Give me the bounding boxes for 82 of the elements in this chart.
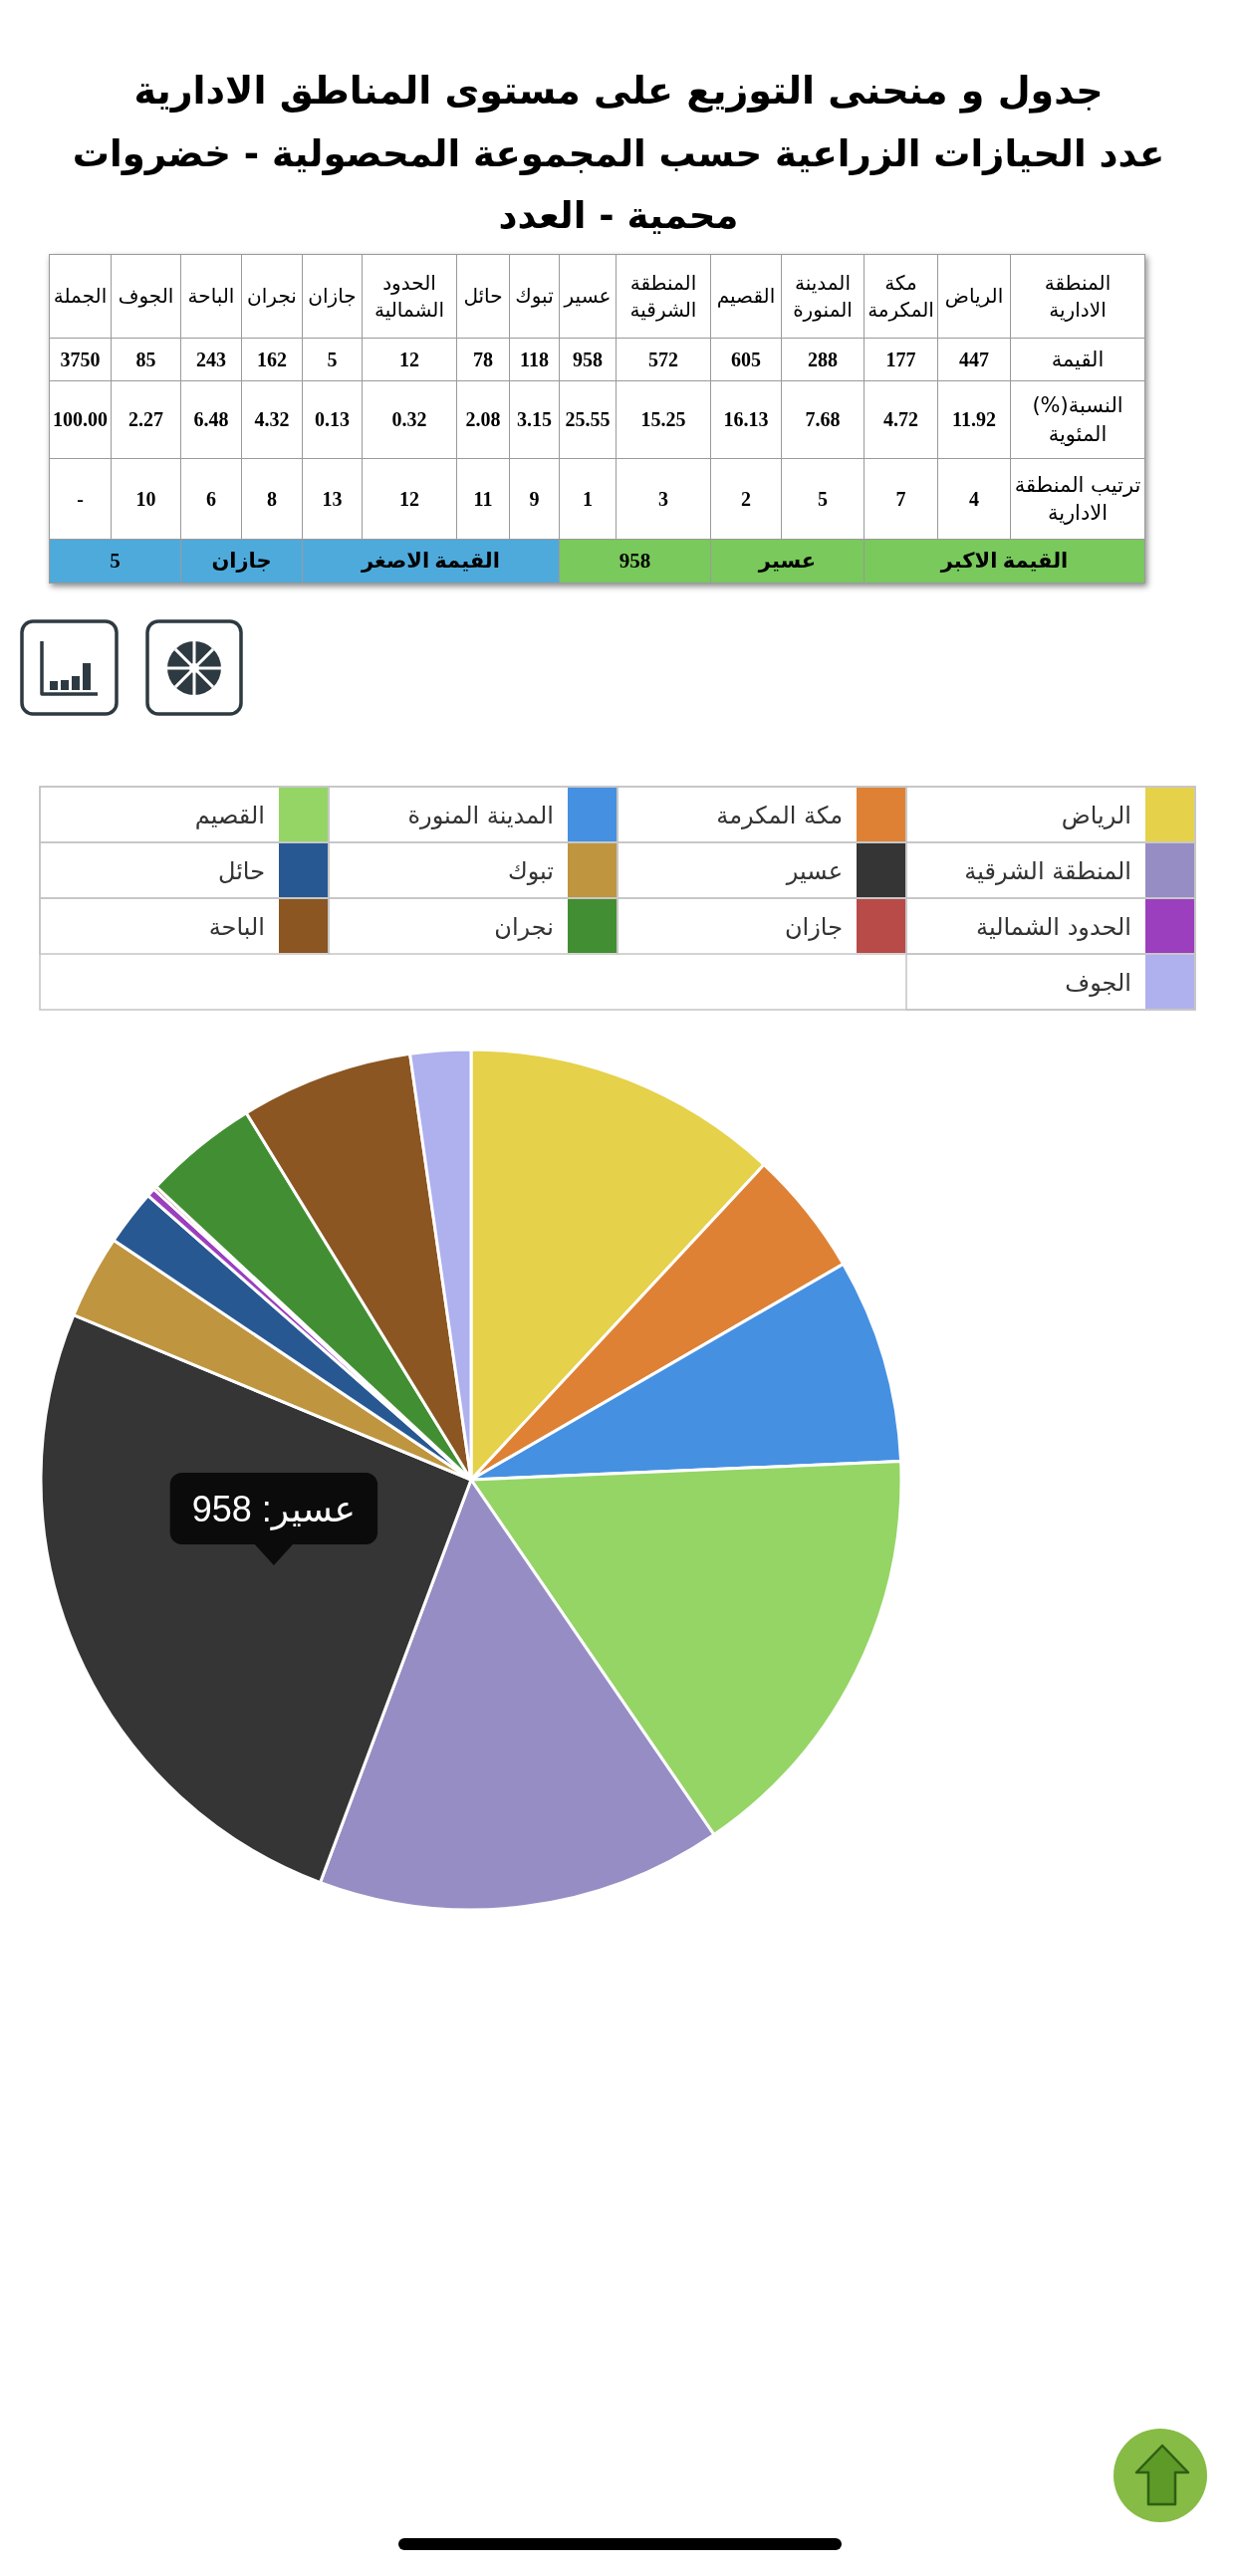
text: 5 (49, 539, 181, 584)
data-label: 162 (241, 338, 303, 381)
text: 958 (559, 539, 711, 584)
category-label: الحدود الشمالية (362, 254, 457, 339)
legend-label: الحدود الشمالية (976, 913, 1131, 941)
legend-label: الباحة (208, 913, 265, 941)
data-label: 10 (111, 458, 181, 540)
category-label: الرياض (937, 254, 1011, 339)
data-label: 3 (616, 458, 711, 540)
data-label: 0.32 (362, 380, 457, 459)
data-label: 243 (180, 338, 242, 381)
text: جدول و منحنى التوزيع على مستوى المناطق الادارية (132, 68, 1105, 116)
data-label: 6 (180, 458, 242, 540)
data-label: 25.55 (559, 380, 617, 459)
category-label: جازان (302, 254, 363, 339)
category-label: الجوف (111, 254, 181, 339)
category-label: عسير (559, 254, 617, 339)
data-label: 12 (362, 458, 457, 540)
category-label: تبوك (509, 254, 560, 339)
data-label: 4 (937, 458, 1011, 540)
data-label: 572 (616, 338, 711, 381)
data-label: 3750 (49, 338, 112, 381)
text: النسبة(%) المئوية (1010, 380, 1145, 459)
data-label: 6.48 (180, 380, 242, 459)
legend-label: مكة المكرمة (716, 802, 843, 829)
data-label: 1 (559, 458, 617, 540)
data-label: 0.13 (302, 380, 363, 459)
data-label: 13 (302, 458, 363, 540)
legend-label: القيمة (1010, 338, 1145, 381)
text: عسير: 958 (191, 1489, 357, 1530)
data-label: 288 (781, 338, 865, 381)
data-label: 5 (302, 338, 363, 381)
legend-label: المنطقة الشرقية (964, 857, 1131, 885)
data-label: 7 (864, 458, 938, 540)
category-label: المدينة المنورة (781, 254, 865, 339)
legend-label: تبوك (507, 857, 554, 885)
data-label: 12 (362, 338, 457, 381)
text: القيمة الاصغر (302, 539, 560, 584)
legend-label: جازان (784, 913, 843, 941)
category-label: الجملة (49, 254, 112, 339)
data-label: 8 (241, 458, 303, 540)
data-label: 2.27 (111, 380, 181, 459)
text: القيمة الاكبر (864, 539, 1145, 584)
data-label: 447 (937, 338, 1011, 381)
data-label: 11.92 (937, 380, 1011, 459)
data-label: 177 (864, 338, 938, 381)
data-label: 605 (710, 338, 782, 381)
data-label: 11 (456, 458, 510, 540)
category-label: حائل (456, 254, 510, 339)
text: ترتيب المنطقة الادارية (1010, 458, 1145, 540)
data-label: 5 (781, 458, 865, 540)
legend-label: المدينة المنورة (407, 802, 554, 829)
data-label: 78 (456, 338, 510, 381)
text: جازان (180, 539, 303, 584)
legend-label: القصيم (194, 802, 265, 829)
data-label: 118 (509, 338, 560, 381)
category-label: المنطقة الشرقية (616, 254, 711, 339)
data-label: 85 (111, 338, 181, 381)
data-label: 15.25 (616, 380, 711, 459)
data-label: 7.68 (781, 380, 865, 459)
data-label: 3.15 (509, 380, 560, 459)
legend-label: الرياض (1061, 802, 1131, 829)
data-label: 16.13 (710, 380, 782, 459)
data-label: 958 (559, 338, 617, 381)
text: عسير (710, 539, 865, 584)
data-label: 2 (710, 458, 782, 540)
data-label: 2.08 (456, 380, 510, 459)
text: عدد الحيازات الزراعية حسب المجموعة المحصولية - خضروات محمية - العدد (71, 131, 1166, 239)
data-label: 4.72 (864, 380, 938, 459)
category-label: نجران (241, 254, 303, 339)
category-label: القصيم (710, 254, 782, 339)
data-label: 100.00 (49, 380, 112, 459)
legend-label: الجوف (1065, 969, 1131, 997)
legend-label: حائل (217, 857, 265, 885)
category-label: مكة المكرمة (864, 254, 938, 339)
legend-label: نجران (494, 913, 554, 941)
data-label: - (49, 458, 112, 540)
data-label: 9 (509, 458, 560, 540)
data-label: 4.32 (241, 380, 303, 459)
legend-label: عسير (785, 857, 843, 885)
text: المنطقة الادارية (1010, 254, 1145, 339)
category-label: الباحة (180, 254, 242, 339)
